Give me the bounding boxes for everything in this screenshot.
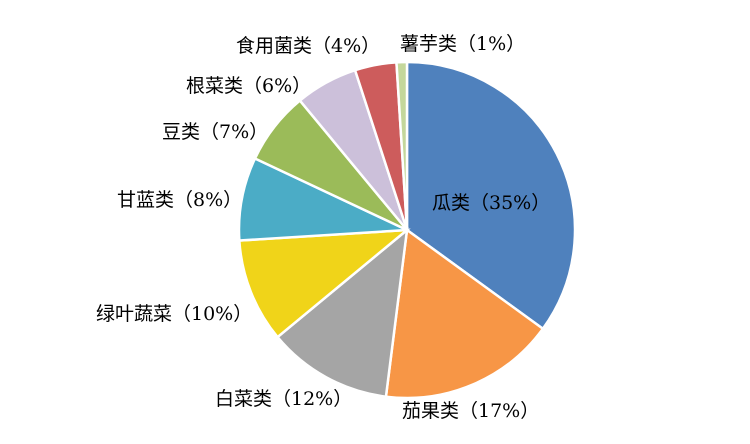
slice-label: 白菜类（12%）: [215, 388, 352, 410]
pie-slice: [238, 228, 411, 339]
slice-label: 食用菌类（4%）: [236, 35, 380, 57]
slice-label: 甘蓝类（8%）: [117, 189, 242, 211]
pie-slice: [384, 227, 545, 400]
slice-label: 茄果类（17%）: [402, 400, 539, 422]
slice-label: 绿叶蔬菜（10%）: [96, 303, 252, 325]
slice-label: 薯芋类（1%）: [400, 33, 525, 55]
slice-label: 豆类（7%）: [162, 121, 268, 143]
slice-label: 瓜类（35%）: [432, 192, 550, 214]
slice-label: 根菜类（6%）: [186, 75, 311, 97]
pie-slice: [405, 60, 577, 331]
pie-slice: [395, 60, 409, 231]
pie-slice: [275, 227, 409, 399]
